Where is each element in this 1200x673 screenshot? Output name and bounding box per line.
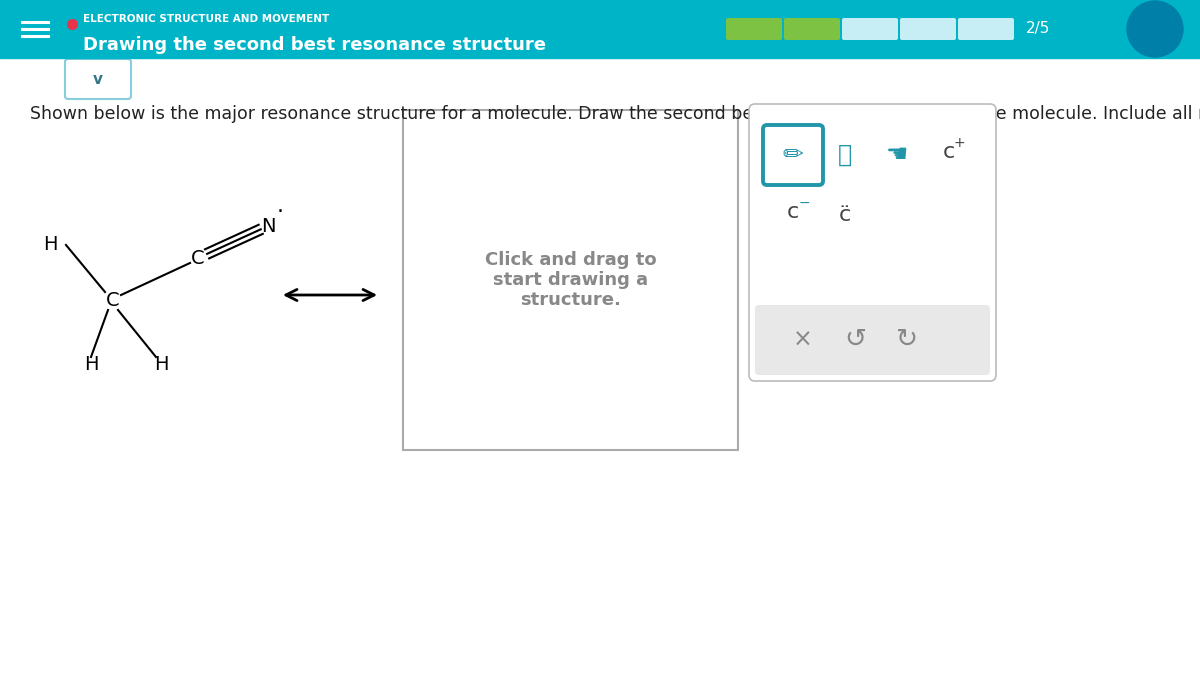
Text: −: − — [798, 196, 810, 210]
Text: c: c — [943, 142, 955, 162]
Text: H: H — [84, 355, 98, 374]
Text: c: c — [787, 202, 799, 222]
Text: structure.: structure. — [520, 291, 620, 309]
FancyBboxPatch shape — [842, 18, 898, 40]
FancyBboxPatch shape — [749, 104, 996, 381]
Text: ☚: ☚ — [886, 143, 908, 167]
Circle shape — [1127, 1, 1183, 57]
Text: ELECTRONIC STRUCTURE AND MOVEMENT: ELECTRONIC STRUCTURE AND MOVEMENT — [83, 15, 329, 24]
FancyBboxPatch shape — [900, 18, 956, 40]
Text: C: C — [191, 248, 205, 267]
Text: ·: · — [276, 202, 283, 222]
Text: ↻: ↻ — [896, 327, 918, 353]
FancyBboxPatch shape — [784, 18, 840, 40]
Text: H: H — [154, 355, 168, 374]
FancyBboxPatch shape — [65, 59, 131, 99]
Bar — [403, 110, 738, 450]
Text: ×: × — [793, 328, 812, 352]
Text: Click and drag to: Click and drag to — [485, 251, 656, 269]
Text: C: C — [106, 291, 120, 310]
Text: 2/5: 2/5 — [1026, 22, 1050, 36]
Text: +: + — [953, 136, 965, 150]
Text: Drawing the second best resonance structure: Drawing the second best resonance struct… — [83, 36, 546, 54]
Text: ✏: ✏ — [782, 143, 804, 167]
Text: c̈: c̈ — [839, 205, 851, 225]
Text: v: v — [94, 71, 103, 87]
Text: N: N — [260, 217, 275, 236]
FancyBboxPatch shape — [726, 18, 782, 40]
Text: Shown below is the major resonance structure for a molecule. Draw the second bes: Shown below is the major resonance struc… — [30, 105, 1200, 123]
FancyBboxPatch shape — [755, 305, 990, 375]
Text: start drawing a: start drawing a — [493, 271, 648, 289]
Text: H: H — [43, 236, 58, 254]
Text: ↺: ↺ — [844, 327, 866, 353]
FancyBboxPatch shape — [958, 18, 1014, 40]
FancyBboxPatch shape — [763, 125, 823, 185]
Text: ⬧: ⬧ — [838, 143, 852, 167]
Bar — [0, 0, 1200, 58]
